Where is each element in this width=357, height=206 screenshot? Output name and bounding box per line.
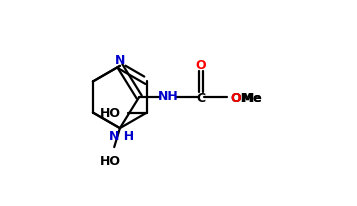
Text: N H: N H [109,129,134,142]
Text: HO: HO [100,154,121,167]
Text: C: C [196,91,205,104]
Text: Me: Me [242,91,263,104]
Text: N: N [115,54,125,67]
Text: O: O [230,91,241,104]
Text: NH: NH [157,90,178,103]
Text: HO: HO [100,107,121,119]
Text: OMe: OMe [230,91,262,104]
Text: O: O [195,59,206,72]
